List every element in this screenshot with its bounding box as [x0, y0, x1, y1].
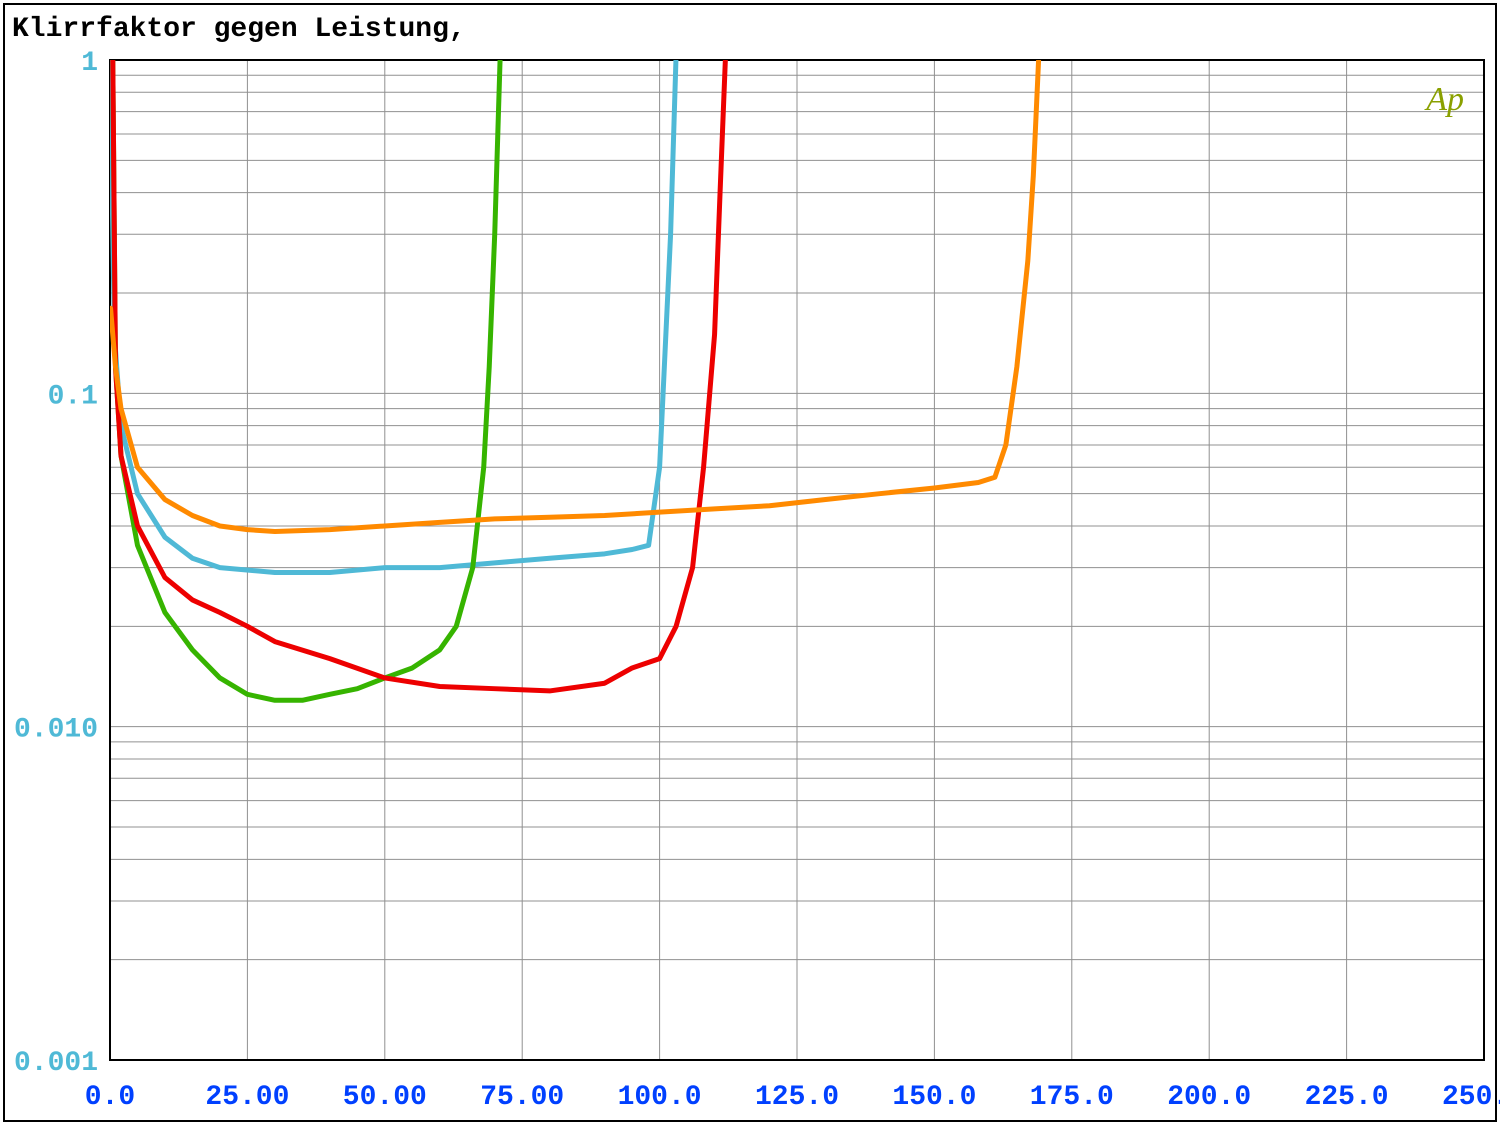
x-tick-label: 175.0 [1030, 1082, 1114, 1113]
chart-container: Klirrfaktor gegen Leistung,Ap10.10.0100.… [0, 0, 1500, 1125]
x-tick-label: 250.0 [1442, 1082, 1500, 1113]
x-tick-label: 50.00 [343, 1082, 427, 1113]
x-tick-label: 125.0 [755, 1082, 839, 1113]
x-tick-label: 200.0 [1167, 1082, 1251, 1113]
y-tick-label: 0.010 [14, 715, 98, 746]
x-tick-label: 225.0 [1305, 1082, 1389, 1113]
chart-title: Klirrfaktor gegen Leistung, [12, 14, 466, 45]
y-tick-label: 0.001 [14, 1048, 98, 1079]
x-tick-label: 75.00 [480, 1082, 564, 1113]
watermark: Ap [1424, 81, 1464, 118]
x-tick-label: 150.0 [892, 1082, 976, 1113]
y-tick-label: 1 [81, 48, 98, 79]
x-tick-label: 0.0 [85, 1082, 135, 1113]
y-tick-label: 0.1 [48, 381, 98, 412]
x-tick-label: 100.0 [618, 1082, 702, 1113]
chart-svg: Klirrfaktor gegen Leistung,Ap10.10.0100.… [0, 0, 1500, 1125]
x-tick-label: 25.00 [205, 1082, 289, 1113]
